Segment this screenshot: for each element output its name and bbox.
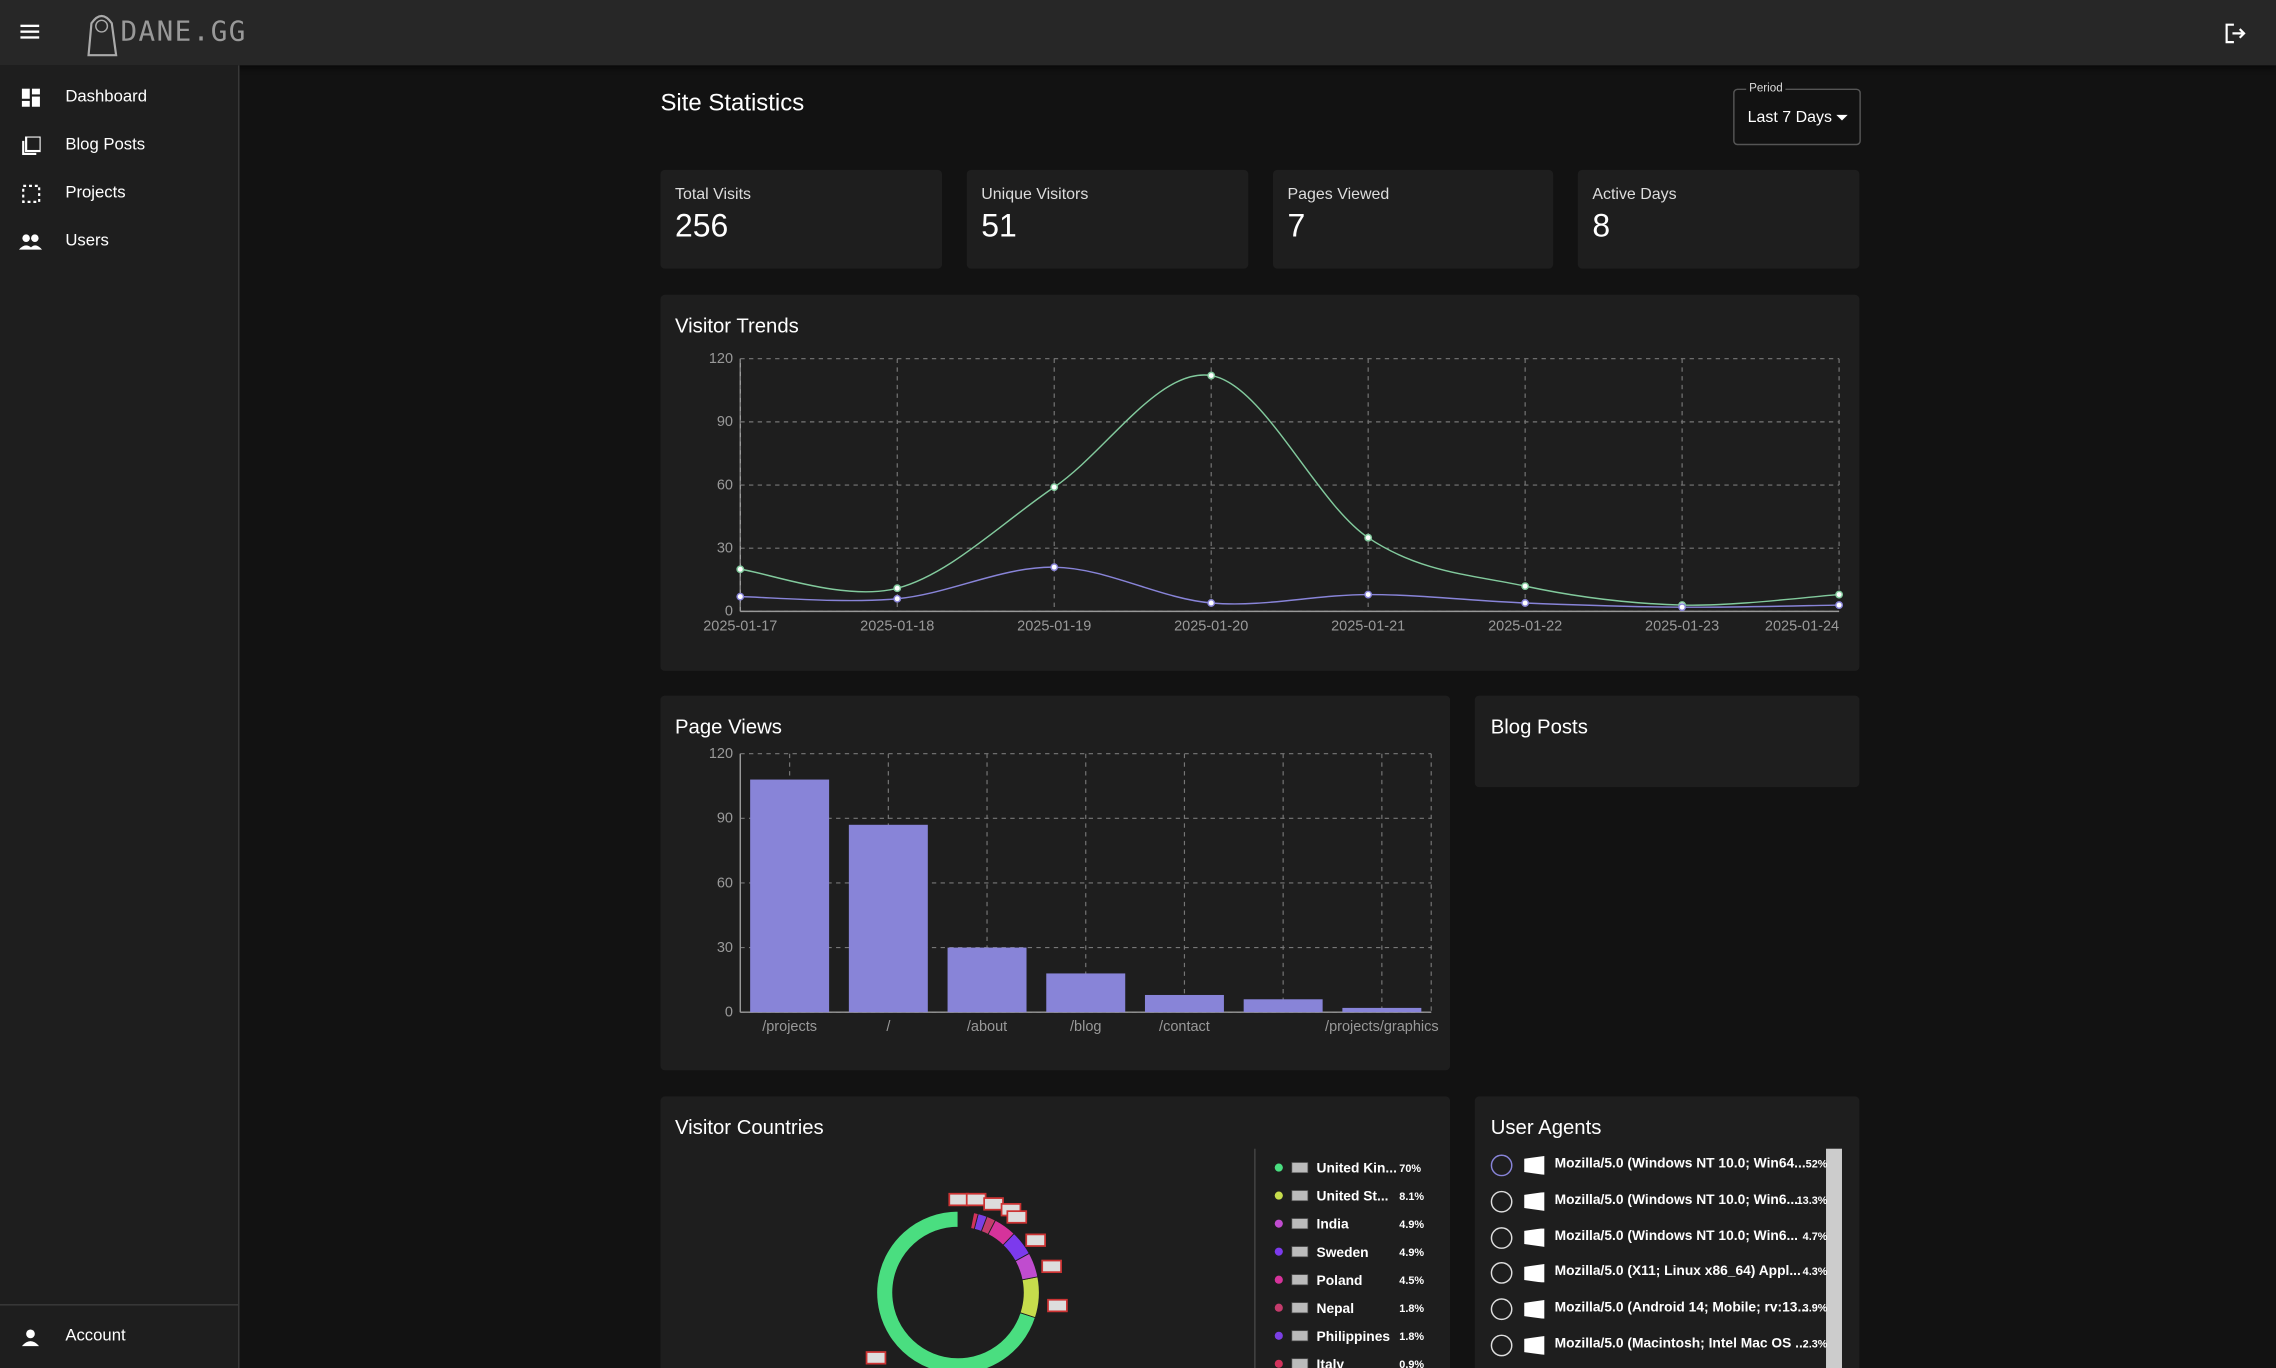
user-agent-share: 4.3% bbox=[1802, 1265, 1828, 1279]
user-agent-row[interactable]: Mozilla/5.0 (Windows NT 10.0; Win64... 5… bbox=[1490, 1154, 1828, 1184]
account-icon bbox=[21, 1329, 40, 1347]
radio[interactable] bbox=[1490, 1298, 1513, 1321]
user-agent-share: 13.3% bbox=[1796, 1193, 1828, 1207]
visitor-countries-card: Visitor Countries bbox=[660, 1096, 1451, 1368]
page-views-card: Page Views bbox=[660, 695, 1451, 1071]
user-agent-text: Mozilla/5.0 (X11; Linux x86_64) Appl... bbox=[1554, 1264, 1801, 1280]
os-icon bbox=[1524, 1336, 1545, 1355]
nav-item[interactable]: Users bbox=[65, 232, 109, 250]
stat-value: 256 bbox=[674, 207, 729, 244]
user-agent-row[interactable]: Mozilla/5.0 (Windows NT 10.0; Win6... 4.… bbox=[1490, 1226, 1828, 1256]
radio[interactable] bbox=[1490, 1334, 1513, 1357]
stat-value: 51 bbox=[981, 207, 1017, 244]
user-agent-row[interactable]: Mozilla/5.0 (X11; Linux x86_64) Appl... … bbox=[1490, 1262, 1828, 1292]
nav-item[interactable]: Projects bbox=[65, 184, 126, 202]
logout-button[interactable] bbox=[2225, 23, 2246, 44]
user-agent-row[interactable]: Mozilla/5.0 (Android 14; Mobile; rv:13..… bbox=[1490, 1298, 1828, 1328]
user-agent-row[interactable]: Mozilla/5.0 (Windows NT 10.0; Win6... 13… bbox=[1490, 1190, 1828, 1220]
menu-button[interactable] bbox=[20, 23, 40, 40]
stat-label: Total Visits bbox=[674, 185, 751, 204]
stat-label: Active Days bbox=[1592, 185, 1677, 204]
user-agent-share: 52% bbox=[1805, 1157, 1828, 1171]
user-agent-text: Mozilla/5.0 (Android 14; Mobile; rv:13..… bbox=[1554, 1300, 1809, 1316]
logo-icon bbox=[87, 14, 118, 57]
user-agent-share: 3.9% bbox=[1802, 1301, 1828, 1315]
stat-label: Pages Viewed bbox=[1287, 185, 1390, 204]
user-agent-text: Mozilla/5.0 (Windows NT 10.0; Win64... bbox=[1554, 1155, 1806, 1172]
period-select[interactable]: Period Last 7 Days bbox=[1733, 81, 1861, 146]
user-agent-text: Mozilla/5.0 (Windows NT 10.0; Win6... bbox=[1554, 1191, 1798, 1208]
stat-card: Total Visits 256 bbox=[660, 169, 943, 269]
stat-card: Unique Visitors 51 bbox=[966, 169, 1249, 269]
card-title: Visitor Countries bbox=[674, 1115, 824, 1139]
nav-item[interactable]: Dashboard bbox=[65, 88, 147, 107]
top-bar: DANE.GG bbox=[0, 0, 2276, 66]
radio[interactable] bbox=[1490, 1154, 1513, 1177]
logo[interactable]: DANE.GG bbox=[120, 15, 247, 48]
stat-value: 8 bbox=[1592, 207, 1611, 244]
blog-posts-card: Blog Posts bbox=[1474, 695, 1860, 788]
users-icon bbox=[18, 234, 43, 250]
dropdown-arrow bbox=[1836, 114, 1848, 121]
stat-card: Pages Viewed 7 bbox=[1272, 169, 1554, 269]
os-icon bbox=[1524, 1155, 1545, 1175]
period-value: Last 7 Days bbox=[1747, 108, 1832, 127]
user-agent-text: Mozilla/5.0 (Macintosh; Intel Mac OS ... bbox=[1554, 1336, 1807, 1353]
user-agent-share: 2.3% bbox=[1802, 1337, 1828, 1351]
sidebar: Dashboard Blog Posts Projects Users Acco… bbox=[0, 65, 240, 1368]
os-icon bbox=[1524, 1300, 1545, 1319]
dashboard-icon bbox=[21, 88, 40, 107]
user-agent-row[interactable]: Mozilla/5.0 (Macintosh; Intel Mac OS ...… bbox=[1490, 1334, 1828, 1364]
divider bbox=[0, 1304, 239, 1306]
radio[interactable] bbox=[1490, 1190, 1513, 1213]
page-title: Site Statistics bbox=[660, 90, 805, 117]
stat-label: Unique Visitors bbox=[981, 185, 1089, 204]
user-agents-card: User Agents Mozilla/5.0 (Windows NT 10.0… bbox=[1474, 1096, 1860, 1368]
user-agent-text: Mozilla/5.0 (Windows NT 10.0; Win6... bbox=[1554, 1227, 1798, 1244]
os-icon bbox=[1524, 1264, 1545, 1283]
nav-item[interactable]: Blog Posts bbox=[65, 136, 146, 154]
user-agent-share: 4.7% bbox=[1802, 1229, 1828, 1243]
os-icon bbox=[1524, 1191, 1545, 1211]
visitor-trends-card: Visitor Trends bbox=[660, 294, 1860, 671]
card-title: Blog Posts bbox=[1490, 714, 1588, 738]
blog-icon bbox=[22, 136, 41, 156]
card-title: User Agents bbox=[1490, 1115, 1602, 1139]
divider bbox=[1254, 1148, 1256, 1368]
radio[interactable] bbox=[1490, 1226, 1513, 1249]
period-label: Period bbox=[1746, 81, 1786, 95]
projects-icon bbox=[22, 184, 41, 203]
stat-value: 7 bbox=[1287, 207, 1306, 244]
card-title: Visitor Trends bbox=[674, 313, 799, 337]
scrollbar[interactable] bbox=[1826, 1148, 1842, 1368]
radio[interactable] bbox=[1490, 1262, 1513, 1285]
os-icon bbox=[1524, 1227, 1545, 1247]
stat-card: Active Days 8 bbox=[1577, 169, 1860, 269]
card-title: Page Views bbox=[674, 714, 782, 738]
nav-item[interactable]: Account bbox=[65, 1327, 126, 1345]
